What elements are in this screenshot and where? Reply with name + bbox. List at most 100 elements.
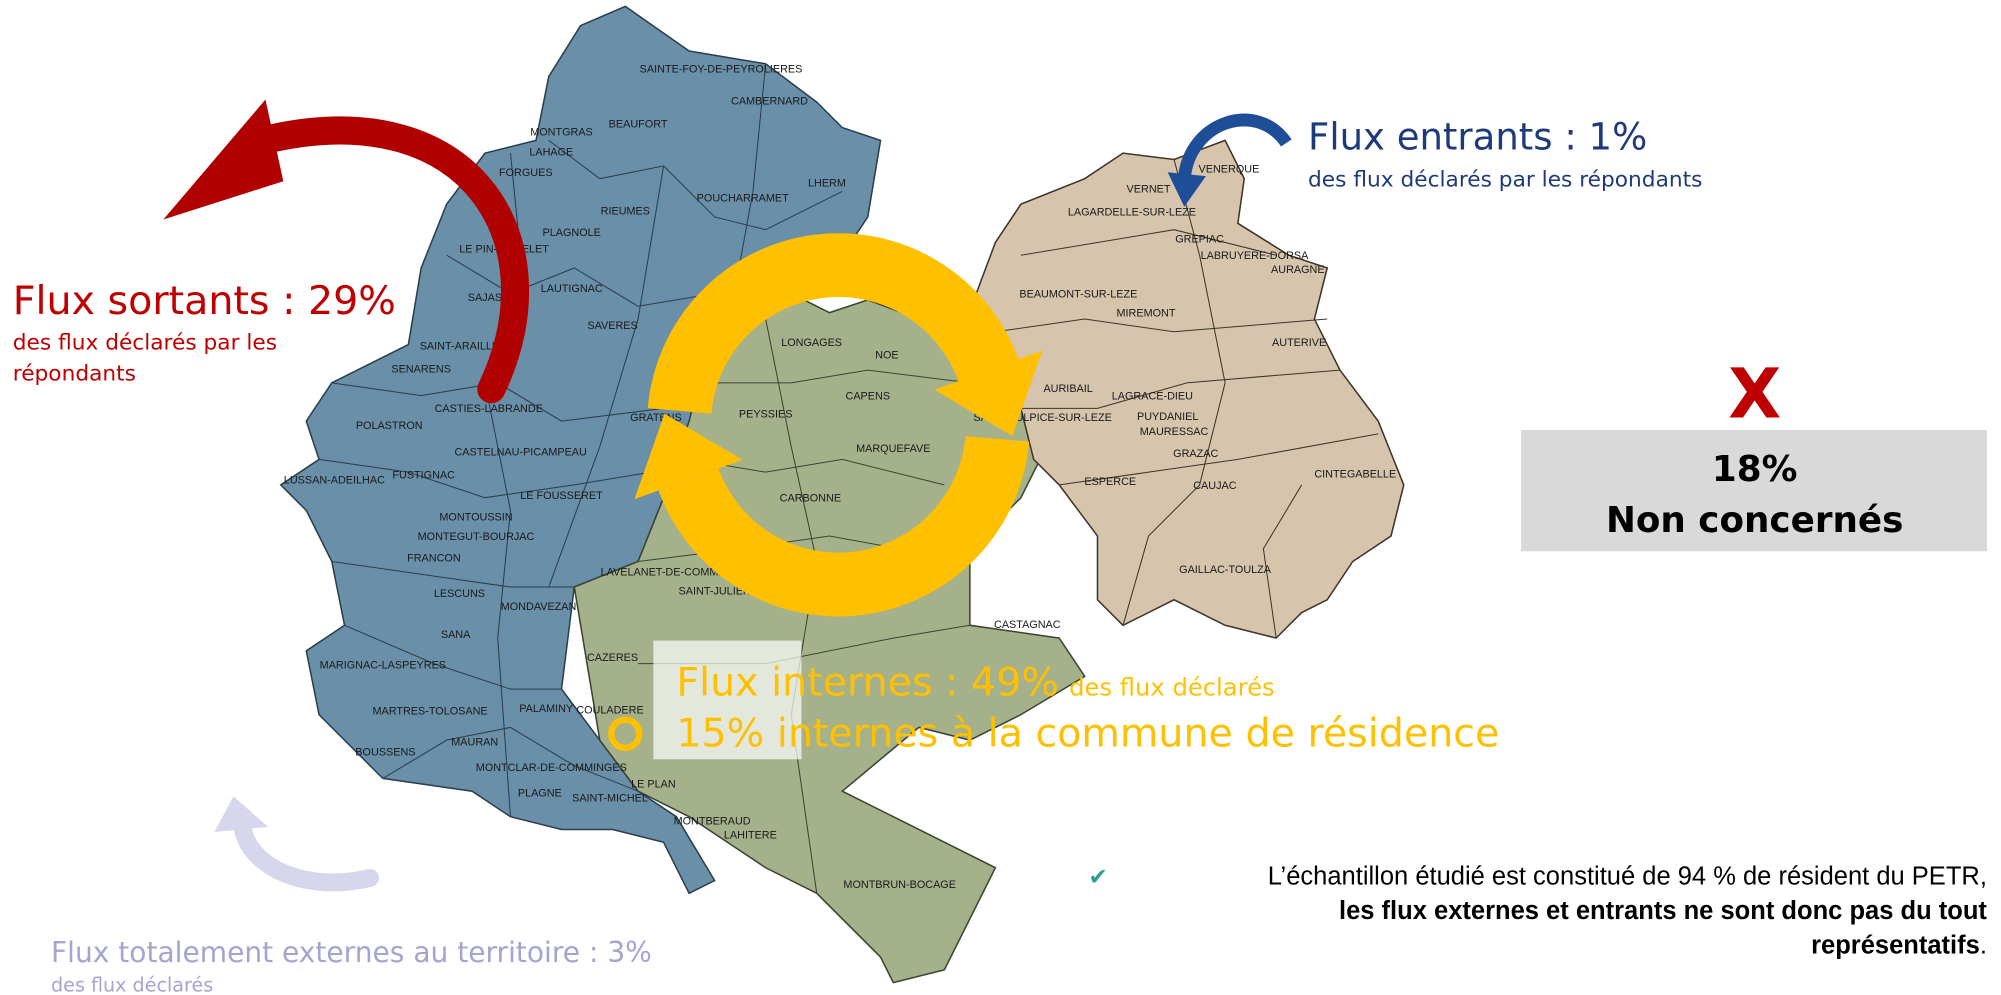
internal-local-icon (608, 716, 643, 752)
commune-label: CASTELNAU-PICAMPEAU (454, 447, 586, 459)
commune-borders (318, 63, 843, 817)
incoming-arrow (1177, 113, 1292, 180)
commune-label: FRANCON (407, 552, 461, 564)
commune-label: LONGAGES (781, 337, 842, 349)
commune-label: BEAUMONT-SUR-LEZE (1019, 288, 1137, 300)
external-arrow (233, 818, 380, 892)
commune-label: MONDAVEZAN (501, 601, 577, 613)
incoming-subtitle: des flux déclarés par les répondants (1308, 167, 1702, 192)
internal-arrow-top (647, 233, 1019, 415)
not-concerned-value: 18% (1712, 449, 1798, 490)
commune-label: CINTEGABELLE (1314, 468, 1396, 480)
incoming-arrowhead (1167, 172, 1206, 207)
commune-label: AUTERIVE (1272, 337, 1326, 349)
commune-label: MONTBRUN-BOCAGE (843, 879, 956, 891)
commune-label: LESCUNS (434, 588, 485, 600)
commune-label: LAHITERE (724, 829, 777, 841)
caption-backdrop (653, 640, 802, 760)
commune-label: SAVERES (587, 320, 637, 332)
commune-label: LAUTIGNAC (541, 283, 603, 295)
commune-label: MIREMONT (1117, 307, 1176, 319)
commune-label: MARQUEFAVE (856, 443, 930, 455)
commune-label: BEAUFORT (609, 119, 668, 131)
commune-label: GAILLAC-TOULZA (1179, 564, 1272, 576)
commune-label: MONTCLAR-DE-COMMINGES (476, 762, 627, 774)
commune-label: AURIBAIL (1043, 383, 1092, 395)
note-line: représentatifs. (1811, 931, 1987, 959)
commune-label: PLAGNE (518, 787, 562, 799)
commune-label: MONTBERAUD (674, 815, 751, 827)
internal-arrow-bottom (658, 435, 1030, 617)
commune-label: PUYDANIEL (1137, 411, 1198, 423)
commune-label: PEYSSIES (739, 408, 793, 420)
commune-label: GREPIAC (1175, 233, 1224, 245)
internal-detail: 15% internes à la commune de résidence (676, 711, 1499, 757)
note-line: les flux externes et entrants ne sont do… (1339, 897, 1987, 925)
commune-label: FORGUES (499, 167, 553, 179)
commune-label: MARTRES-TOLOSANE (373, 706, 488, 718)
incoming-title: Flux entrants : 1% (1308, 115, 1647, 158)
commune-label: CARBONNE (780, 493, 841, 505)
not-concerned-mark: X (1728, 354, 1781, 434)
commune-label: RIEUMES (601, 205, 650, 217)
outgoing-subtitle: répondants (13, 361, 136, 386)
internal-subtitle: des flux déclarés (1069, 672, 1274, 701)
commune-label: SAINT-MICHEL (572, 792, 648, 804)
commune-label: LABRUYERE-DORSA (1201, 250, 1309, 262)
commune-label: BOUSSENS (355, 746, 415, 758)
commune-label: SAJAS (468, 292, 502, 304)
commune-label: SAINTE-FOY-DE-PEYROLIERES (640, 64, 803, 76)
outgoing-title: Flux sortants : 29% (13, 278, 396, 324)
note-icon: ✔ (1089, 864, 1108, 890)
note-bold: représentatifs (1811, 931, 1980, 959)
commune-label: MONTOUSSIN (439, 512, 512, 524)
internal-arrowhead-top (934, 350, 1043, 437)
external-arrowhead (214, 796, 269, 833)
commune-label: MARIGNAC-LASPEYRES (320, 660, 446, 672)
commune-label: CASTIES-LABRANDE (435, 403, 543, 415)
internal-title-main: Flux internes : 49% (676, 659, 1059, 705)
commune-label: NOE (875, 350, 898, 362)
internal-title: Flux internes : 49% des flux déclarés (676, 659, 1274, 705)
commune-label: SENARENS (391, 364, 451, 376)
commune-label: CASTAGNAC (994, 619, 1061, 631)
commune-label: MAURESSAC (1140, 426, 1209, 438)
outgoing-arrow (260, 116, 529, 404)
outgoing-subtitle: des flux déclarés par les (13, 331, 277, 356)
commune-label: MAURAN (451, 736, 498, 748)
external-title: Flux totalement externes au territoire :… (51, 936, 652, 969)
commune-label: AURAGNE (1271, 264, 1325, 276)
commune-label: LAHAGE (529, 147, 573, 159)
commune-label: MONTEGUT-BOURJAC (418, 531, 535, 543)
commune-label: LAGARDELLE-SUR-LEZE (1068, 207, 1196, 219)
internal-arrowhead-bottom (634, 413, 743, 500)
commune-label: POUCHARRAMET (697, 193, 789, 205)
commune-label: GRAZAC (1173, 448, 1218, 460)
commune-borders (995, 159, 1379, 639)
commune-label: ESPERCE (1084, 476, 1136, 488)
commune-label: SANA (441, 629, 471, 641)
commune-label: LHERM (808, 177, 846, 189)
commune-label: LUSSAN-ADEILHAC (284, 475, 385, 487)
commune-label: LE FOUSSERET (520, 490, 603, 502)
note-end: . (1980, 931, 1987, 959)
commune-label: FUSTIGNAC (392, 470, 455, 482)
commune-label: SAINT-ARAILLE (420, 341, 499, 353)
commune-label: CAPENS (846, 390, 891, 402)
commune-label: CAUJAC (1193, 480, 1236, 492)
note-line: L’échantillon étudié est constitué de 94… (1268, 862, 1987, 890)
commune-label: LAGRACE-DIEU (1112, 390, 1193, 402)
commune-label: PLAGNOLE (543, 227, 601, 239)
commune-label: PALAMINY (519, 703, 573, 715)
external-subtitle: des flux déclarés (51, 974, 213, 995)
not-concerned-label: Non concernés (1606, 500, 1903, 541)
commune-label: MONTGRAS (530, 126, 593, 138)
commune-label: SAINT-JULIEN (679, 586, 751, 598)
commune-label: POLASTRON (356, 420, 423, 432)
commune-label: VERNET (1127, 184, 1171, 196)
commune-label: COULADERE (576, 704, 643, 716)
commune-label: CAMBERNARD (731, 96, 808, 108)
zone-east (975, 139, 1405, 639)
